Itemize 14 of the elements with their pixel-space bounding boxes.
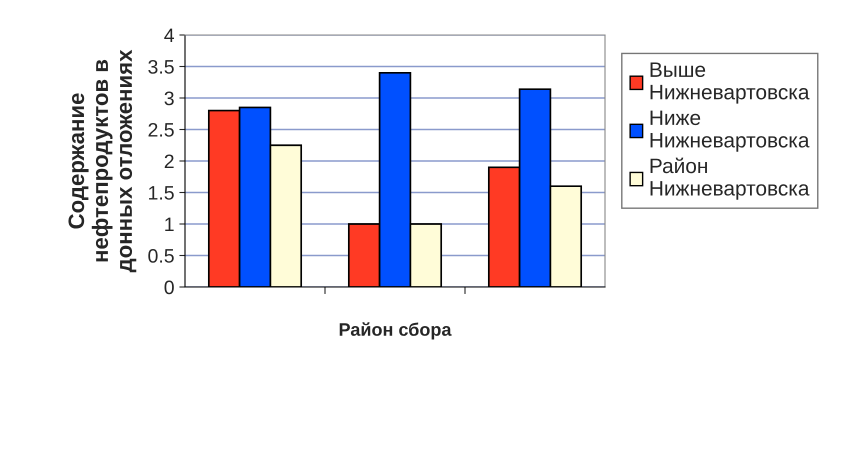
legend-label: Район Нижневартовска [650, 158, 810, 200]
y-tick-label: 2.5 [148, 122, 174, 137]
y-tick-label: 1 [165, 218, 174, 232]
y-tick-label: 0.5 [148, 248, 174, 263]
y-tick-label: 2 [164, 154, 174, 168]
y-tick-label: 1.5 [149, 186, 174, 200]
y-tick-label: 3 [164, 91, 174, 106]
y-tick-label: 3.5 [148, 60, 174, 74]
y-tick-label: 4 [164, 28, 174, 42]
legend-label: Выше Нижневартовска [650, 62, 810, 104]
y-tick-label: 0 [164, 280, 174, 294]
legend-label: Ниже Нижневартовска [650, 110, 810, 152]
x-axis-title: Район сбора [340, 322, 452, 340]
y-axis-title: Содержание нефтепродуктов в донных отложениях [68, 50, 136, 272]
